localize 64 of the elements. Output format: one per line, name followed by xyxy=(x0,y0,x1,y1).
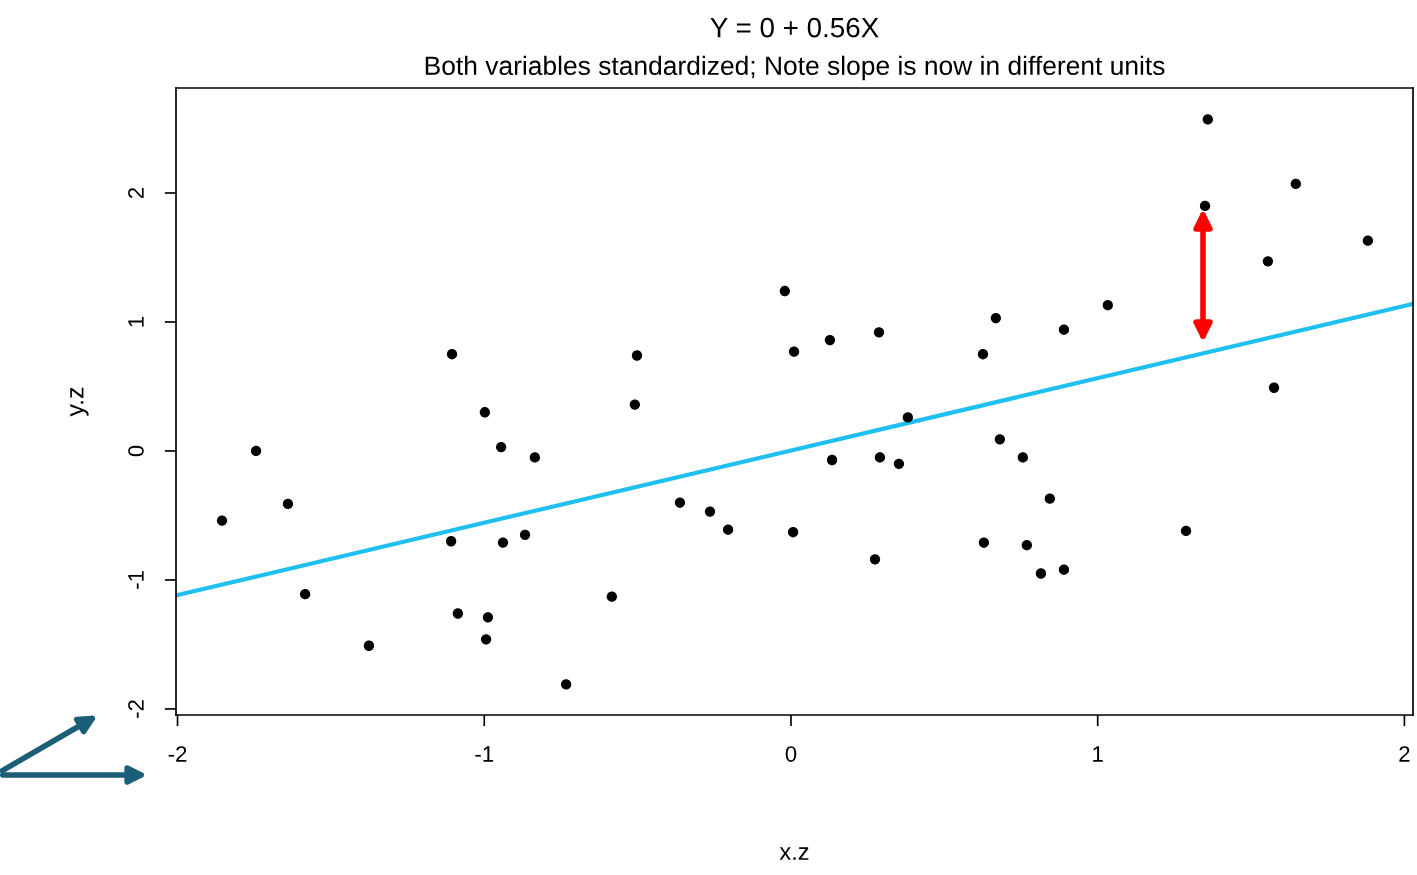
point xyxy=(1044,493,1055,504)
point xyxy=(788,346,800,357)
point xyxy=(977,349,989,360)
point xyxy=(1199,200,1211,212)
point xyxy=(704,506,716,517)
point xyxy=(495,441,507,453)
point xyxy=(299,588,311,600)
point xyxy=(994,434,1005,445)
point xyxy=(674,497,686,508)
y-tick-label: -2 xyxy=(128,700,144,718)
point xyxy=(446,349,458,360)
point xyxy=(990,312,1002,324)
point xyxy=(1268,382,1280,393)
x-tick-label: 0 xyxy=(785,746,797,762)
point xyxy=(1058,324,1070,335)
point xyxy=(482,612,494,623)
point xyxy=(1362,235,1374,246)
x-tick-label: -2 xyxy=(168,746,187,762)
point xyxy=(480,634,492,645)
point xyxy=(978,537,990,548)
point xyxy=(787,527,799,538)
point xyxy=(363,640,375,651)
y-tick-label: 0 xyxy=(128,445,144,457)
point xyxy=(869,554,881,565)
y-tick-label: -1 xyxy=(128,571,144,589)
point xyxy=(722,524,734,535)
point xyxy=(216,515,228,526)
point xyxy=(1202,114,1213,125)
point xyxy=(873,327,885,338)
point xyxy=(282,498,294,509)
point xyxy=(1290,178,1301,190)
point xyxy=(629,399,640,410)
x-tick-label: 1 xyxy=(1093,746,1103,762)
point xyxy=(902,412,913,423)
point xyxy=(893,458,905,470)
point xyxy=(631,350,643,361)
point xyxy=(824,334,836,346)
x-tick-label: -1 xyxy=(475,746,494,762)
point xyxy=(1035,568,1047,579)
y-tick-label: 1 xyxy=(128,316,144,327)
point xyxy=(874,452,886,463)
point xyxy=(1102,300,1113,311)
point xyxy=(250,445,262,457)
point xyxy=(826,454,838,466)
point xyxy=(1058,564,1070,575)
point xyxy=(519,529,531,540)
point xyxy=(529,452,541,463)
x-axis-title: x.z xyxy=(779,847,809,860)
point xyxy=(1021,539,1032,551)
point xyxy=(561,679,572,690)
point xyxy=(445,536,457,547)
y-tick-label: 2 xyxy=(128,187,144,199)
point xyxy=(779,285,790,297)
chart-title: Y = 0 + 0.56X xyxy=(710,17,879,38)
point xyxy=(452,608,464,619)
point xyxy=(1180,525,1192,537)
point xyxy=(1262,256,1274,267)
y-axis-title: y.z xyxy=(70,387,89,417)
point xyxy=(479,407,491,418)
point xyxy=(606,591,617,602)
chart-subtitle: Both variables standardized; Note slope is now in different units xyxy=(425,55,1165,81)
x-tick-label: 2 xyxy=(1399,746,1410,762)
point xyxy=(1017,452,1028,463)
point xyxy=(497,537,509,548)
